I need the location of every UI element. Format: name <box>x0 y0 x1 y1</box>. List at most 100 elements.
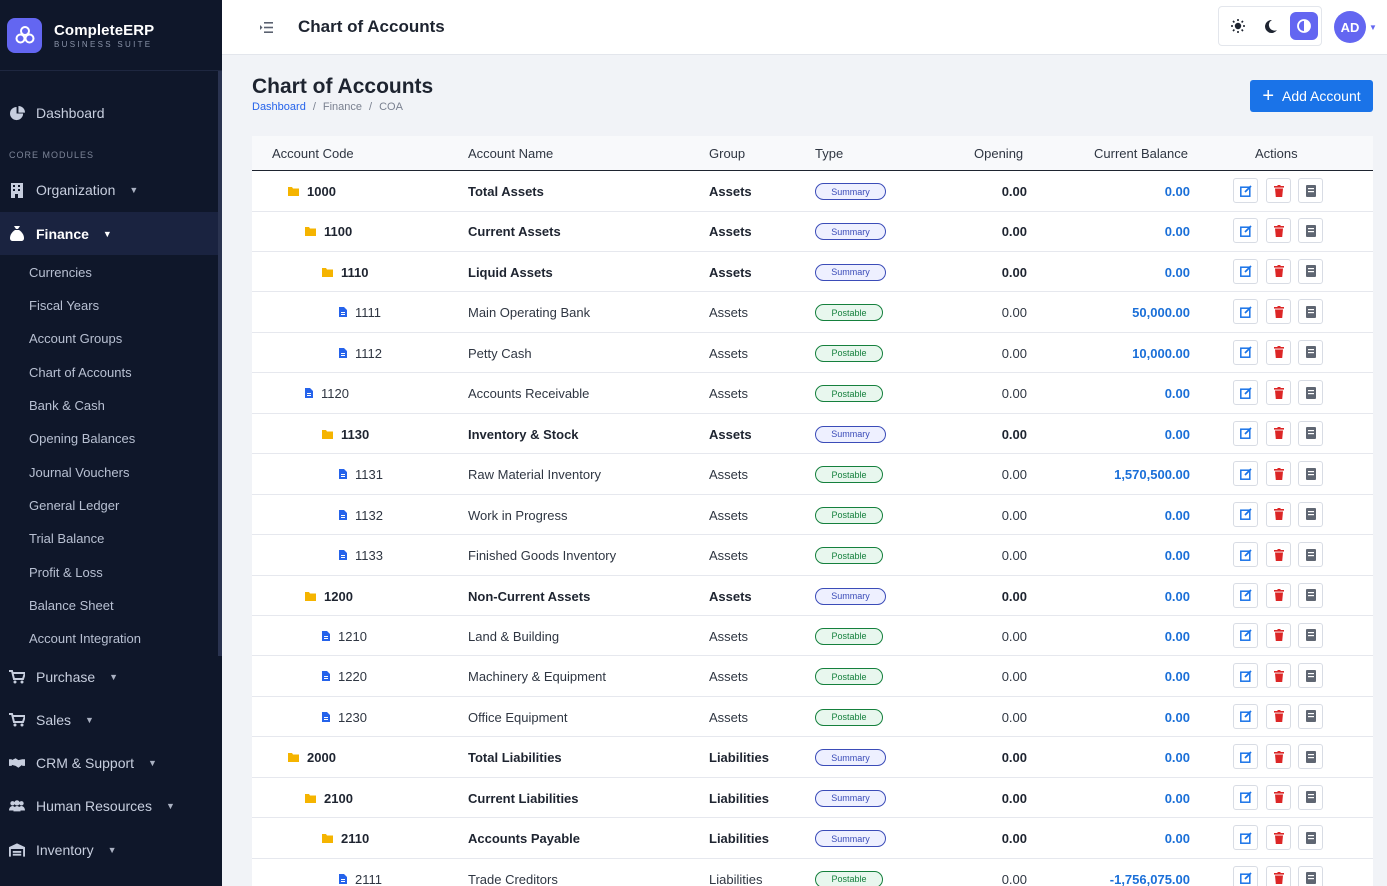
table-row[interactable]: 1110 Liquid Assets Assets Summary 0.00 0.00 <box>252 252 1373 293</box>
sidebar-subitem[interactable]: Chart of Accounts <box>29 365 132 380</box>
ledger-button[interactable] <box>1298 703 1323 729</box>
edit-button[interactable] <box>1233 501 1258 527</box>
delete-button[interactable] <box>1266 622 1291 648</box>
table-row[interactable]: 1200 Non-Current Assets Assets Summary 0.00 0… <box>252 576 1373 616</box>
delete-button[interactable] <box>1266 178 1291 203</box>
edit-button[interactable] <box>1233 178 1258 203</box>
delete-button[interactable] <box>1266 744 1291 770</box>
edit-button[interactable] <box>1233 380 1258 406</box>
ledger-button[interactable] <box>1298 825 1323 851</box>
edit-button[interactable] <box>1233 420 1258 446</box>
sidebar-subitem[interactable]: Account Groups <box>29 331 123 346</box>
sidebar-subitem[interactable]: Trial Balance <box>29 531 105 546</box>
sidebar-item-finance[interactable]: Finance ▼ <box>0 212 222 255</box>
edit-button[interactable] <box>1233 461 1258 487</box>
table-row[interactable]: 1131 Raw Material Inventory Assets Postable… <box>252 454 1373 495</box>
edit-button[interactable] <box>1233 622 1258 648</box>
table-row[interactable]: 1210 Land & Building Assets Postable 0.00 0.0… <box>252 616 1373 657</box>
edit-button[interactable] <box>1233 663 1258 689</box>
sidebar-item-sales[interactable]: Sales ▼ <box>0 708 222 732</box>
sidebar-item-inventory[interactable]: Inventory ▼ <box>0 838 222 862</box>
delete-button[interactable] <box>1266 420 1291 446</box>
ledger-button[interactable] <box>1298 380 1323 406</box>
moon-icon[interactable] <box>1257 12 1285 40</box>
column-header-type[interactable]: Type <box>815 146 844 161</box>
brand[interactable]: CompleteERP BUSINESS SUITE <box>0 0 222 71</box>
column-header-code[interactable]: Account Code <box>272 146 354 161</box>
edit-button[interactable] <box>1233 339 1258 365</box>
chevron-down-icon[interactable]: ▼ <box>1369 23 1377 32</box>
table-row[interactable]: 2111 Trade Creditors Liabilities Postable 0.… <box>252 859 1373 886</box>
table-row[interactable]: 2110 Accounts Payable Liabilities Summary 0.… <box>252 818 1373 859</box>
column-header-opening[interactable]: Opening <box>974 146 1024 161</box>
edit-button[interactable] <box>1233 703 1258 729</box>
sidebar-scrollbar[interactable] <box>218 71 222 656</box>
table-row[interactable]: 1100 Current Assets Assets Summary 0.00 0.00 <box>252 211 1373 252</box>
delete-button[interactable] <box>1266 663 1291 689</box>
edit-button[interactable] <box>1233 542 1258 568</box>
edit-button[interactable] <box>1233 582 1258 608</box>
ledger-button[interactable] <box>1298 299 1323 325</box>
ledger-button[interactable] <box>1298 218 1323 244</box>
sidebar-subitem[interactable]: Journal Vouchers <box>29 465 130 480</box>
table-row[interactable]: 1000 Total Assets Assets Summary 0.00 0.00 <box>252 171 1373 212</box>
sidebar-subitem[interactable]: Profit & Loss <box>29 565 103 580</box>
ledger-button[interactable] <box>1298 501 1323 527</box>
table-row[interactable]: 2100 Current Liabilities Liabilities Summar… <box>252 778 1373 819</box>
table-row[interactable]: 1132 Work in Progress Assets Postable 0.00 0.… <box>252 495 1373 536</box>
table-row[interactable]: 1230 Office Equipment Assets Postable 0.00 0.… <box>252 697 1373 738</box>
edit-button[interactable] <box>1233 218 1258 244</box>
ledger-button[interactable] <box>1298 622 1323 648</box>
avatar[interactable]: AD <box>1334 11 1366 43</box>
ledger-button[interactable] <box>1298 784 1323 810</box>
edit-button[interactable] <box>1233 299 1258 325</box>
add-account-button[interactable]: + Add Account <box>1250 80 1373 112</box>
sidebar-subitem[interactable]: Bank & Cash <box>29 398 105 413</box>
contrast-icon[interactable] <box>1290 12 1318 40</box>
delete-button[interactable] <box>1266 380 1291 406</box>
ledger-button[interactable] <box>1298 582 1323 608</box>
ledger-button[interactable] <box>1298 744 1323 770</box>
table-row[interactable]: 1111 Main Operating Bank Assets Postable 0.0… <box>252 292 1373 333</box>
ledger-button[interactable] <box>1298 461 1323 487</box>
edit-button[interactable] <box>1233 744 1258 770</box>
breadcrumb-link-dashboard[interactable]: Dashboard <box>252 101 306 113</box>
delete-button[interactable] <box>1266 542 1291 568</box>
table-row[interactable]: 2000 Total Liabilities Liabilities Summary 0… <box>252 737 1373 778</box>
sidebar-item-purchase[interactable]: Purchase ▼ <box>0 665 222 689</box>
table-row[interactable]: 1120 Accounts Receivable Assets Postable 0.0… <box>252 373 1373 414</box>
delete-button[interactable] <box>1266 703 1291 729</box>
column-header-balance[interactable]: Current Balance <box>1094 146 1188 161</box>
edit-button[interactable] <box>1233 825 1258 851</box>
sun-icon[interactable] <box>1224 12 1252 40</box>
sidebar-subitem[interactable]: Balance Sheet <box>29 598 114 613</box>
sidebar-subitem[interactable]: Opening Balances <box>29 431 136 446</box>
ledger-button[interactable] <box>1298 542 1323 568</box>
column-header-group[interactable]: Group <box>709 146 746 161</box>
edit-button[interactable] <box>1233 865 1258 886</box>
table-row[interactable]: 1220 Machinery & Equipment Assets Postable 0… <box>252 656 1373 697</box>
ledger-button[interactable] <box>1298 865 1323 886</box>
column-header-name[interactable]: Account Name <box>468 146 554 161</box>
ledger-button[interactable] <box>1298 663 1323 689</box>
ledger-button[interactable] <box>1298 258 1323 284</box>
delete-button[interactable] <box>1266 501 1291 527</box>
sidebar-subitem[interactable]: General Ledger <box>29 498 120 513</box>
ledger-button[interactable] <box>1298 339 1323 365</box>
sidebar-item-organization[interactable]: Organization ▼ <box>0 178 222 202</box>
delete-button[interactable] <box>1266 865 1291 886</box>
sidebar-item-hr[interactable]: Human Resources ▼ <box>0 794 222 818</box>
delete-button[interactable] <box>1266 218 1291 244</box>
ledger-button[interactable] <box>1298 178 1323 203</box>
table-row[interactable]: 1112 Petty Cash Assets Postable 0.00 10,000.0… <box>252 333 1373 374</box>
delete-button[interactable] <box>1266 784 1291 810</box>
sidebar-item-dashboard[interactable]: Dashboard <box>0 101 222 125</box>
delete-button[interactable] <box>1266 582 1291 608</box>
table-row[interactable]: 1130 Inventory & Stock Assets Summary 0.00 0.… <box>252 414 1373 455</box>
table-row[interactable]: 1133 Finished Goods Inventory Assets Postab… <box>252 535 1373 576</box>
delete-button[interactable] <box>1266 299 1291 325</box>
sidebar-item-crm[interactable]: CRM & Support ▼ <box>0 751 222 775</box>
sidebar-subitem[interactable]: Currencies <box>29 265 92 280</box>
ledger-button[interactable] <box>1298 420 1323 446</box>
delete-button[interactable] <box>1266 825 1291 851</box>
